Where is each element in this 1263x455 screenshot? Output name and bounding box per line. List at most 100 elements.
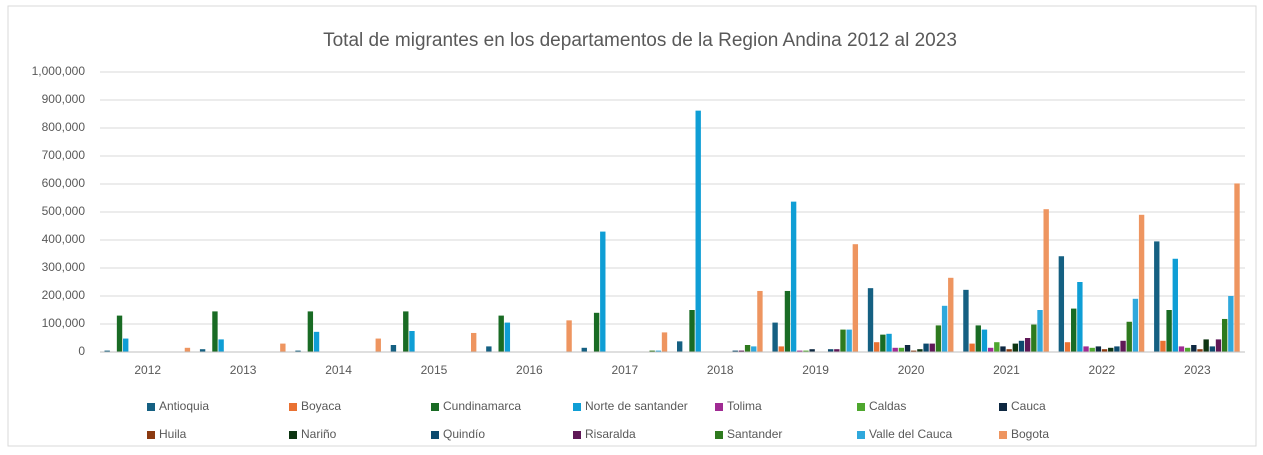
bar: [1126, 321, 1132, 352]
bar: [784, 290, 791, 352]
bar: [655, 350, 662, 352]
bar: [840, 329, 846, 352]
bar: [212, 311, 218, 352]
bar: [867, 288, 874, 352]
chart-title: Total de migrantes en los departamentos …: [323, 30, 957, 51]
bar: [803, 350, 809, 352]
bar: [280, 343, 286, 352]
bar: [1031, 324, 1037, 352]
bar: [923, 343, 929, 352]
bar: [846, 329, 852, 352]
bar: [1172, 258, 1178, 352]
y-tick-label: 800,000: [42, 120, 86, 134]
legend-label: Cundinamarca: [443, 399, 521, 413]
y-tick-label: 400,000: [42, 232, 86, 246]
y-tick-label: 1,000,000: [32, 64, 86, 78]
bar: [744, 345, 751, 352]
legend-swatch: [715, 403, 723, 411]
bar: [981, 329, 988, 352]
bar: [1209, 346, 1216, 352]
legend-label: Caldas: [869, 399, 906, 413]
bar: [1108, 347, 1114, 352]
legend-swatch: [857, 403, 865, 411]
bar: [732, 350, 738, 352]
bar: [218, 339, 224, 352]
legend-swatch: [715, 431, 723, 439]
bar: [987, 347, 994, 352]
bar: [1058, 256, 1065, 352]
bar: [661, 332, 668, 352]
y-tick-label: 900,000: [42, 92, 86, 106]
bar: [1077, 282, 1083, 352]
bar: [797, 350, 803, 352]
legend-label: Bogota: [1011, 427, 1049, 441]
bar: [778, 346, 784, 352]
bar: [504, 322, 511, 352]
bar: [486, 346, 492, 352]
y-tick-label: 300,000: [42, 260, 86, 274]
bar: [1006, 349, 1012, 352]
y-tick-label: 600,000: [42, 176, 86, 190]
bar: [581, 347, 587, 352]
bar: [566, 320, 572, 352]
bar: [917, 349, 923, 352]
bar: [1018, 340, 1025, 352]
bar: [600, 231, 606, 352]
bar: [1083, 346, 1089, 352]
y-tick-label: 100,000: [42, 316, 86, 330]
bar: [827, 349, 834, 352]
x-tick-label: 2018: [707, 363, 734, 377]
bar: [834, 349, 840, 352]
y-tick-label: 0: [78, 344, 85, 358]
bar: [313, 331, 320, 352]
legend-swatch: [289, 431, 297, 439]
bar: [1037, 310, 1043, 352]
bar: [892, 347, 898, 352]
legend-label: Valle del Cauca: [869, 427, 952, 441]
bar: [994, 342, 1000, 352]
bar: [1000, 346, 1006, 352]
bar: [1114, 346, 1120, 352]
bar: [1043, 209, 1049, 352]
bar: [104, 350, 110, 352]
legend-swatch: [289, 403, 297, 411]
bar: [199, 349, 206, 352]
legend-label: Risaralda: [585, 427, 636, 441]
x-tick-label: 2014: [325, 363, 352, 377]
x-tick-label: 2022: [1089, 363, 1116, 377]
bar: [1138, 214, 1145, 352]
bar: [1012, 343, 1019, 352]
legend-swatch: [999, 403, 1007, 411]
legend-label: Nariño: [301, 427, 337, 441]
bar: [649, 350, 655, 352]
bar: [390, 345, 397, 352]
legend-swatch: [999, 431, 1007, 439]
bar: [1221, 318, 1228, 352]
bar: [1228, 296, 1234, 352]
bar: [969, 343, 975, 352]
bar: [1166, 310, 1172, 352]
bar: [1101, 349, 1108, 352]
bar: [1024, 338, 1031, 352]
bar: [307, 311, 314, 352]
legend-swatch: [431, 431, 439, 439]
bar: [948, 277, 954, 352]
legend-label: Huila: [159, 427, 187, 441]
bar: [738, 350, 745, 352]
bar: [116, 315, 123, 352]
bar: [184, 347, 191, 352]
bar: [403, 311, 409, 352]
legend-label: Antioquia: [159, 399, 209, 413]
bar: [1089, 347, 1095, 352]
bar: [1178, 346, 1185, 352]
legend-swatch: [857, 431, 865, 439]
bar: [1120, 340, 1126, 352]
bar: [1095, 346, 1102, 352]
bar: [1160, 340, 1166, 352]
bar: [123, 338, 129, 352]
bar: [772, 322, 778, 352]
legend-label: Santander: [727, 427, 782, 441]
bar: [689, 310, 695, 352]
